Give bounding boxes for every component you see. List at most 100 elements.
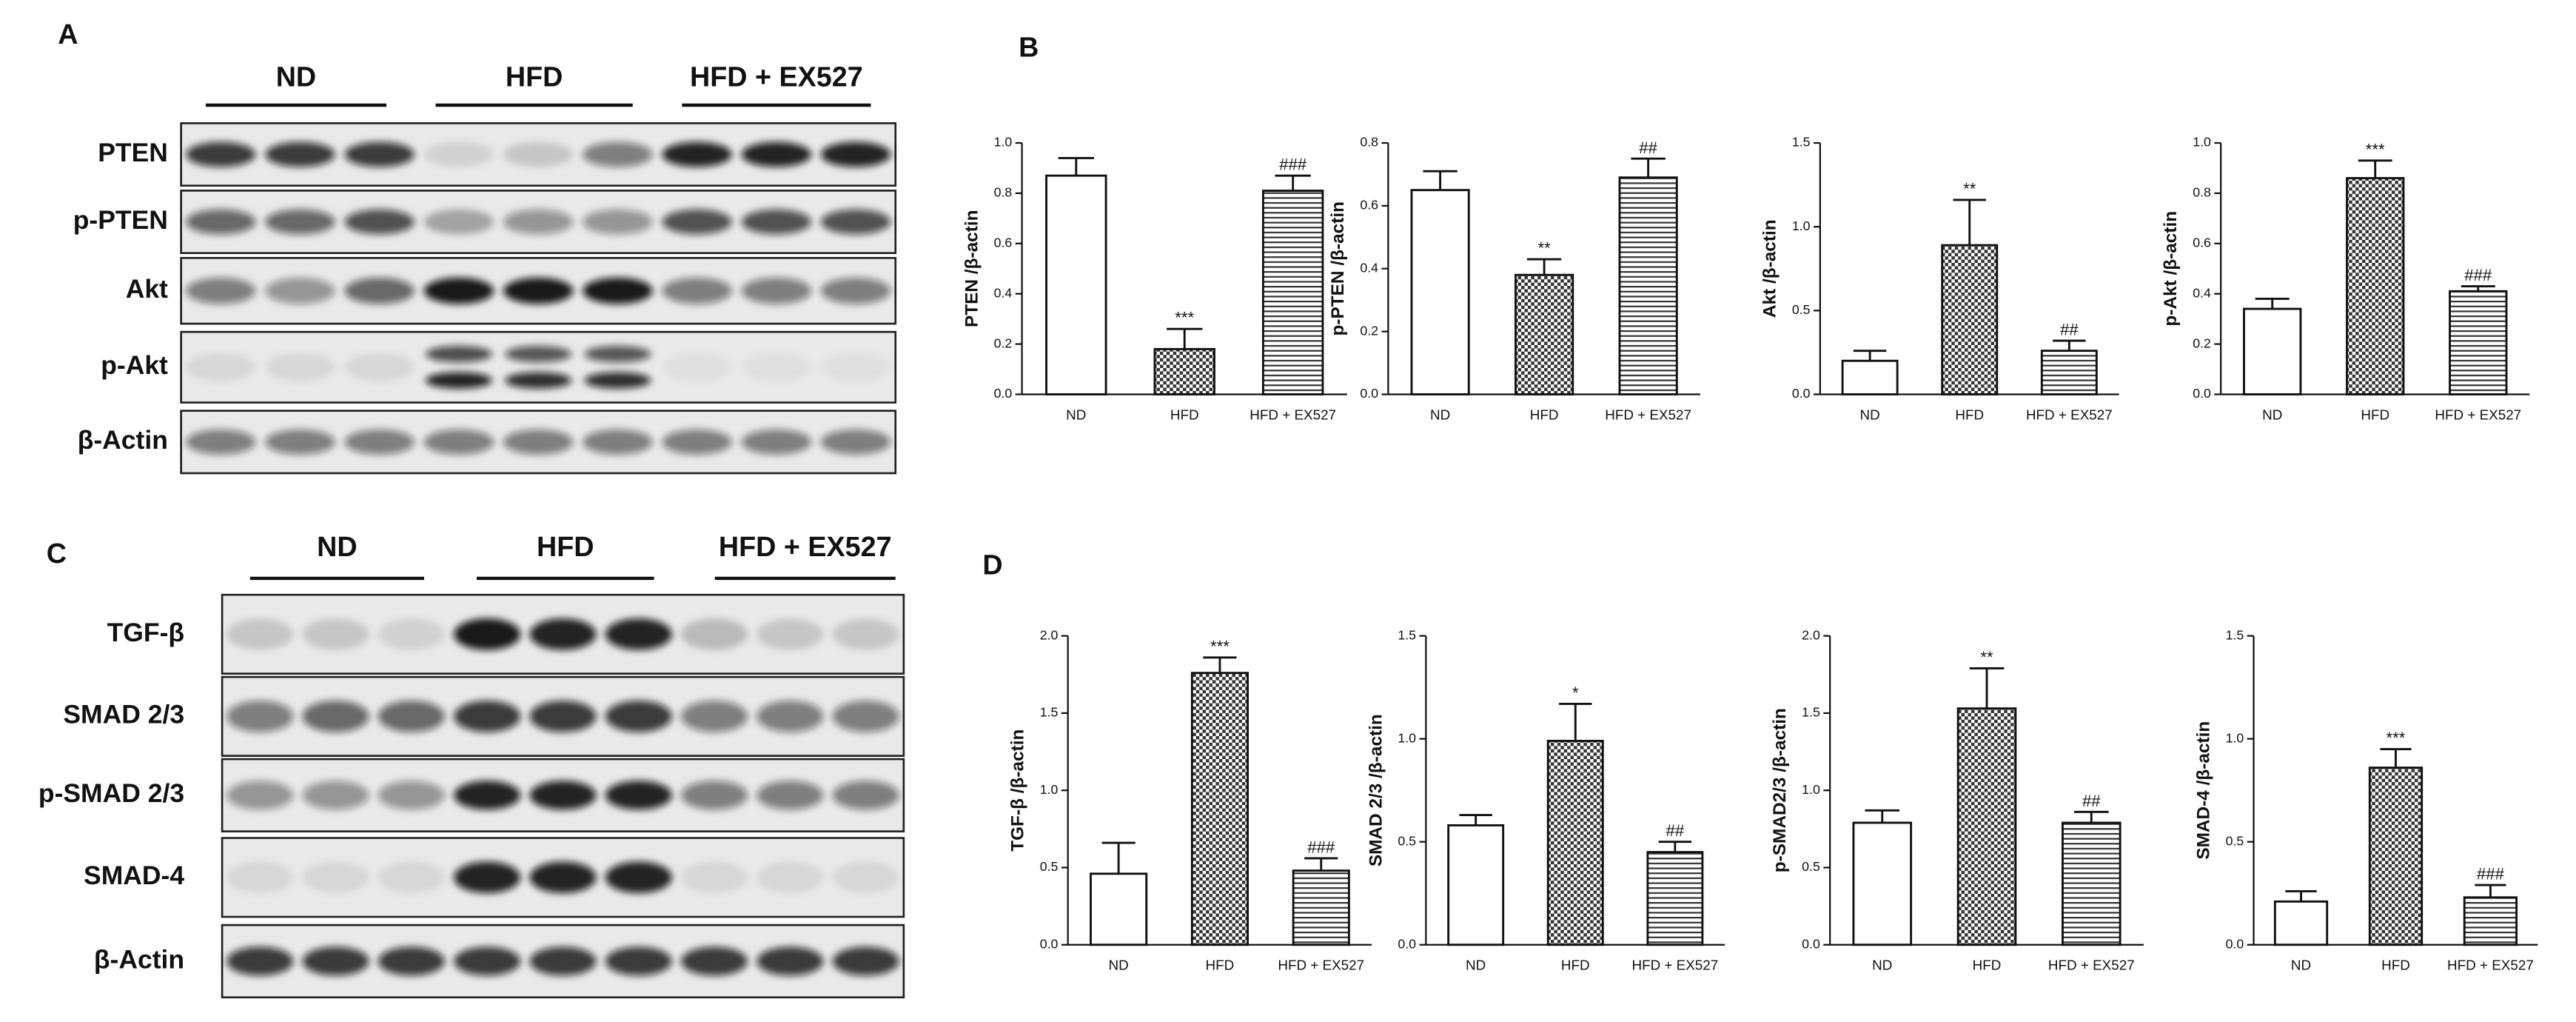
y-tick-label: 0.2 xyxy=(1360,323,1378,338)
x-tick-label: ND xyxy=(2291,958,2311,973)
x-tick-label: HFD + EX527 xyxy=(2447,958,2534,973)
blot-band xyxy=(757,618,824,650)
x-tick-label: HFD + EX527 xyxy=(2026,407,2113,422)
blot-band xyxy=(227,781,294,810)
protein-label: TGF-β xyxy=(107,618,184,647)
blot-band xyxy=(681,701,748,732)
y-tick-label: 0.4 xyxy=(2193,285,2211,300)
significance-label: ### xyxy=(1279,156,1307,174)
blot-band xyxy=(454,946,521,976)
blot-band xyxy=(186,209,256,235)
blot-band xyxy=(681,618,748,650)
y-tick-label: 0.5 xyxy=(1792,302,1811,317)
protein-label: β-Actin xyxy=(94,944,184,974)
y-axis-label: TGF-β /β-actin xyxy=(1008,729,1028,852)
blot-band xyxy=(344,429,415,455)
y-tick-label: 0.8 xyxy=(1360,135,1378,150)
blot-band xyxy=(344,141,415,167)
blot-band xyxy=(583,209,653,235)
blot-band xyxy=(820,141,891,167)
y-tick-label: 0.6 xyxy=(2193,235,2211,250)
x-tick-label: HFD xyxy=(1530,407,1559,422)
x-tick-label: HFD + EX527 xyxy=(1605,407,1691,422)
blot-band xyxy=(583,141,653,167)
y-tick-label: 1.0 xyxy=(2226,730,2244,745)
significance-label: ** xyxy=(1537,239,1551,258)
protein-label: SMAD-4 xyxy=(84,861,184,890)
bar xyxy=(1841,359,1899,395)
x-tick-label: ND xyxy=(1430,407,1450,422)
blot-band xyxy=(265,277,335,304)
y-tick-label: 0.0 xyxy=(1398,936,1416,951)
blot-band xyxy=(425,346,492,363)
x-tick-label: ND xyxy=(1466,958,1486,973)
bar xyxy=(1261,190,1324,395)
group-label: HFD xyxy=(506,61,563,92)
blot-bands xyxy=(186,346,891,389)
protein-label: PTEN xyxy=(98,138,168,167)
blot-bands xyxy=(227,618,899,650)
y-tick-label: 0.6 xyxy=(1360,198,1378,213)
blot-band xyxy=(832,618,899,650)
blot-band xyxy=(757,701,824,732)
y-tick-label: 0.4 xyxy=(994,285,1013,300)
significance-label: ### xyxy=(1307,838,1335,856)
blot-bands xyxy=(227,946,899,976)
blot-band xyxy=(503,141,574,167)
blot-band xyxy=(265,141,335,167)
significance-label: ## xyxy=(1639,138,1657,157)
blot-bands xyxy=(186,277,891,304)
blot-band xyxy=(681,861,748,894)
blot-band xyxy=(832,781,899,810)
blot-band xyxy=(344,209,415,235)
blot-band xyxy=(378,861,445,894)
y-tick-label: 0.5 xyxy=(1040,859,1059,874)
blot-band xyxy=(503,429,574,455)
x-tick-label: HFD xyxy=(1206,958,1235,973)
y-tick-label: 1.0 xyxy=(1802,782,1820,797)
blot-band xyxy=(605,618,672,650)
y-axis-label: p-SMAD2/3 /β-actin xyxy=(1770,708,1790,872)
blot-band xyxy=(423,277,494,304)
blot-bands xyxy=(227,861,899,894)
y-tick-label: 1.0 xyxy=(1040,782,1059,797)
group-label: ND xyxy=(317,531,357,562)
blot-bands xyxy=(227,781,899,810)
blot-band xyxy=(454,861,521,894)
x-tick-label: HFD xyxy=(2381,958,2410,973)
blot-band xyxy=(605,861,672,894)
blot-band xyxy=(529,781,597,810)
x-tick-label: HFD + EX527 xyxy=(2048,958,2135,973)
panel-label: D xyxy=(982,549,1002,580)
x-tick-label: HFD + EX527 xyxy=(1250,407,1336,422)
panel-label: C xyxy=(47,538,67,569)
blot-band xyxy=(662,429,732,455)
blot-band xyxy=(344,353,415,381)
blot-band xyxy=(265,209,335,235)
x-tick-label: ND xyxy=(1872,958,1892,973)
blot-band xyxy=(454,701,521,732)
blot-band xyxy=(605,781,672,810)
significance-label: *** xyxy=(1175,309,1194,327)
blot-band xyxy=(584,346,651,363)
blot-band xyxy=(832,946,899,976)
bar xyxy=(2040,350,2098,395)
blot-band xyxy=(227,701,294,732)
y-axis-label: p-Akt /β-actin xyxy=(2161,211,2181,327)
bar xyxy=(1090,872,1148,946)
bar xyxy=(1646,851,1704,946)
y-tick-label: 0.2 xyxy=(994,335,1013,350)
bar xyxy=(1153,347,1215,395)
y-tick-label: 1.5 xyxy=(2226,627,2244,642)
blot-band xyxy=(423,429,494,455)
bar xyxy=(1190,672,1249,946)
significance-label: *** xyxy=(2366,140,2385,158)
blot-band xyxy=(505,346,572,363)
y-tick-label: 1.5 xyxy=(1802,705,1820,720)
blot-band xyxy=(505,372,572,389)
x-tick-label: ND xyxy=(1860,407,1880,422)
x-tick-label: ND xyxy=(1108,958,1128,973)
y-tick-label: 0.6 xyxy=(994,235,1013,250)
bar xyxy=(2368,766,2424,946)
